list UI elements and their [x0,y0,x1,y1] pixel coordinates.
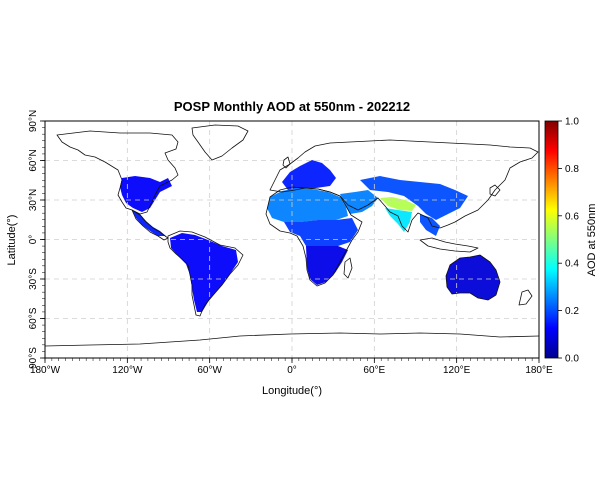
x-tick-label: 180°W [30,365,61,376]
aod-region-southern-africa [306,246,348,285]
colorbar: 0.0 0.2 0.4 0.6 0.8 1.0 AOD at 550nm [544,117,598,365]
coastline-madagascar [343,257,353,279]
coastline-south-america [167,230,244,317]
colorbar-tick-label: 0.8 [565,164,579,175]
aod-region-sahara-and-sahel [267,188,348,222]
y-axis-ticks: 90°N 60°N 30°N 0° 30°S 60°S 90°S [28,110,45,369]
y-tick-label: 60°S [28,307,39,329]
y-tick-label: 30°S [28,268,39,290]
aod-region-north-america [120,176,172,212]
colorbar-tick-label: 0.6 [565,211,579,222]
coastline-uk [282,156,291,169]
aod-region-south-america [170,233,238,312]
coastline-indonesia [419,237,479,253]
coastline-north-america [56,130,179,215]
colorbar-ticks: 0.0 0.2 0.4 0.6 0.8 1.0 [558,117,579,365]
aod-data-layer [120,160,500,312]
map-title: POSP Monthly AOD at 550nm - 202212 [174,99,410,114]
x-tick-label: 60°W [197,365,222,376]
coastline-antarctica [45,332,539,347]
aod-region-east-asia [360,176,468,220]
y-tick-label: 60°N [28,149,39,171]
coastline-new-zealand [518,289,533,306]
aod-region-australia [446,255,500,300]
aod-region-central-africa [284,218,358,246]
coastline-japan [489,184,501,197]
colorbar-tick-label: 1.0 [565,117,579,128]
map-panel: 180°W 120°W 60°W 0° 60°E 120°E 180°E 90°N 60°N 3… [28,110,553,376]
colorbar-tick-label: 0.2 [565,306,579,317]
graticule [45,121,539,358]
y-tick-label: 90°S [28,347,39,369]
aod-region-india [385,208,412,232]
colorbar-tick-label: 0.4 [565,259,579,270]
y-axis-label: Latitude(°) [6,215,18,266]
x-tick-label: 180°E [525,365,553,376]
y-tick-label: 90°N [28,110,39,132]
aod-region-southeast-asia [420,214,440,236]
aod-region-central-america [132,210,166,236]
x-tick-label: 120°W [112,365,143,376]
x-tick-label: 0° [287,365,297,376]
colorbar-label: AOD at 550nm [586,204,598,277]
x-tick-label: 120°E [443,365,471,376]
x-axis-ticks: 180°W 120°W 60°W 0° 60°E 120°E 180°E [30,358,553,376]
coastline-greenland [191,124,249,161]
y-tick-label: 0° [28,235,39,245]
colorbar-tick-label: 0.0 [565,354,579,365]
aod-region-indo-gangetic-plain [380,197,416,211]
x-axis-label: Longitude(°) [262,385,322,397]
coastline-eurasia [269,139,539,233]
x-tick-label: 60°E [363,365,385,376]
colorbar-gradient [544,120,559,359]
y-tick-label: 30°N [28,189,39,211]
coastline-australia [445,254,501,301]
aod-region-middle-east [340,190,378,214]
aod-region-europe [282,160,336,190]
coastlines [45,124,539,347]
